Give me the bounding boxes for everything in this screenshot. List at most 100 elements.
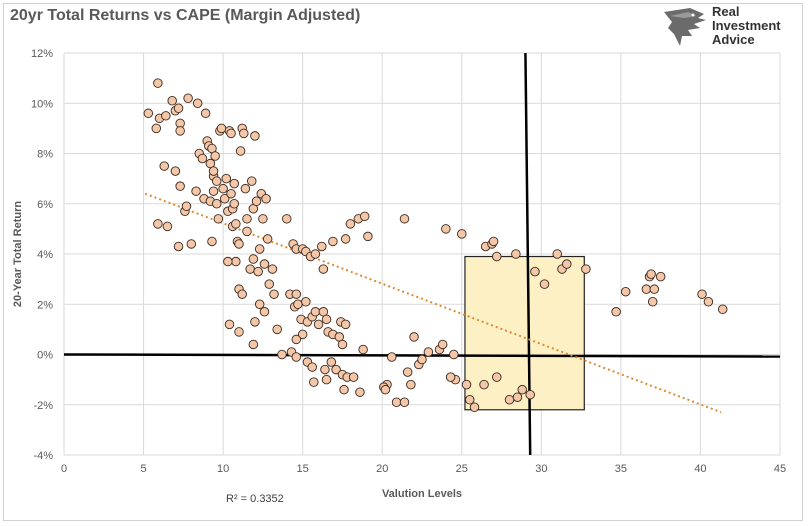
data-point	[211, 198, 222, 209]
data-point	[697, 289, 707, 299]
data-point	[143, 108, 154, 119]
data-point	[291, 334, 302, 345]
y-tick-label: 12%	[31, 48, 53, 60]
data-point	[646, 269, 656, 279]
data-point	[261, 193, 271, 204]
data-point	[387, 352, 397, 362]
data-point	[248, 339, 259, 350]
data-point	[251, 196, 262, 206]
data-point	[511, 249, 521, 259]
data-point	[326, 357, 337, 367]
data-point	[402, 367, 413, 377]
data-point	[272, 324, 282, 335]
x-tick-labels: 0 5 10 15 20 25 30 35 40 45	[61, 463, 786, 475]
data-point	[703, 296, 714, 307]
data-point	[218, 183, 228, 194]
data-point	[399, 397, 410, 407]
data-point	[517, 384, 527, 395]
data-point	[512, 392, 523, 402]
data-point	[259, 259, 270, 269]
data-point	[197, 153, 208, 164]
data-point	[226, 188, 236, 199]
data-point	[291, 289, 302, 299]
x-tick-label: 35	[615, 463, 627, 475]
data-point	[355, 387, 365, 397]
data-point	[192, 98, 203, 108]
data-point	[340, 319, 351, 330]
data-point	[262, 234, 273, 244]
data-point	[530, 266, 540, 277]
data-point	[649, 284, 660, 294]
y-tick-labels: -4% -2% 0% 2% 4% 6% 8% 10% 12%	[31, 48, 53, 462]
y-tick-label: 2%	[37, 299, 53, 311]
data-point	[492, 251, 502, 262]
data-point	[399, 214, 410, 224]
data-point	[250, 317, 260, 327]
data-point	[264, 279, 275, 289]
data-point	[297, 329, 308, 340]
data-point	[159, 161, 169, 171]
data-point	[464, 394, 475, 405]
data-point	[223, 256, 233, 267]
data-point	[253, 266, 263, 277]
data-point	[317, 241, 327, 252]
data-point	[226, 128, 236, 139]
data-point	[492, 372, 502, 382]
data-point	[267, 264, 278, 274]
data-point	[173, 103, 184, 114]
data-point	[254, 299, 265, 310]
data-point	[611, 307, 621, 317]
x-axis-label: Valution Levels	[382, 488, 462, 500]
data-point	[318, 264, 329, 274]
data-point	[655, 271, 666, 282]
data-point	[310, 307, 321, 317]
data-point	[620, 286, 631, 297]
data-point	[175, 126, 185, 136]
data-point	[339, 384, 349, 395]
brand-line-3: Advice	[712, 32, 755, 47]
data-point	[307, 362, 317, 372]
data-point	[358, 344, 368, 355]
x-tick-label: 0	[61, 463, 67, 475]
data-point	[293, 299, 303, 310]
brand-logo: Real Investment Advice	[660, 4, 800, 48]
x-tick-label: 10	[217, 463, 229, 475]
data-point	[200, 108, 211, 119]
data-point	[239, 128, 249, 139]
data-point	[282, 214, 292, 224]
data-point	[259, 307, 270, 317]
data-point	[331, 364, 341, 375]
data-point	[310, 249, 321, 259]
data-point	[247, 176, 257, 186]
data-point	[221, 173, 232, 184]
data-point	[488, 236, 499, 247]
data-point	[242, 226, 252, 237]
data-point	[320, 364, 330, 375]
y-tick-label: 8%	[37, 149, 53, 161]
x-tick-label: 5	[140, 463, 146, 475]
y-tick-label: -2%	[33, 400, 53, 412]
data-point	[151, 123, 162, 134]
chart-title: 20yr Total Returns vs CAPE (Margin Adjus…	[10, 7, 361, 24]
data-point	[175, 181, 185, 191]
data-point	[248, 254, 259, 264]
data-point	[562, 259, 572, 269]
data-point	[504, 394, 515, 405]
data-point	[479, 379, 489, 390]
data-point	[461, 379, 472, 390]
data-point	[181, 201, 192, 212]
data-point	[269, 289, 279, 299]
data-point	[391, 397, 402, 407]
data-point	[216, 123, 227, 134]
data-point	[581, 264, 591, 274]
x-tick-label: 20	[376, 463, 388, 475]
data-point	[173, 241, 184, 252]
x-tick-label: 40	[694, 463, 706, 475]
data-point	[641, 284, 652, 294]
x-tick-label: 30	[535, 463, 547, 475]
data-point	[207, 236, 217, 247]
data-point	[231, 219, 241, 229]
average-valuation-line	[524, 52, 532, 456]
data-point	[240, 183, 251, 194]
